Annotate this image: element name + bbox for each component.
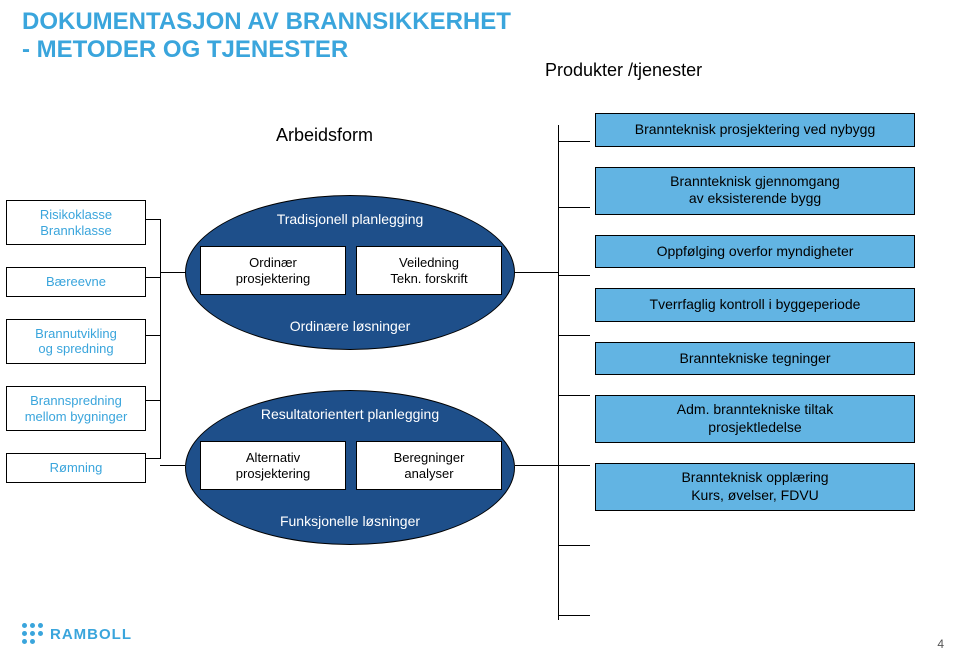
- ellipse-bottom: Resultatorientert planlegging Alternativ…: [185, 390, 515, 545]
- center-connector: [515, 465, 558, 466]
- right-box-1: Brannteknisk gjennomgang av eksisterende…: [595, 167, 915, 215]
- left-connector: [146, 335, 160, 336]
- ellipse-bottom-footer: Funksjonelle løsninger: [186, 513, 514, 529]
- ramboll-logo: RAMBOLL: [22, 623, 132, 645]
- center-connector: [515, 272, 558, 273]
- left-connector: [146, 277, 160, 278]
- logo-dots-icon: [22, 623, 44, 645]
- logo-text: RAMBOLL: [50, 626, 132, 643]
- right-box-4: Branntekniske tegninger: [595, 342, 915, 376]
- right-column: Brannteknisk prosjektering ved nybygg Br…: [595, 113, 915, 531]
- center-group: Tradisjonell planlegging Ordinær prosjek…: [185, 195, 515, 585]
- arbeidsform-label: Arbeidsform: [276, 125, 373, 146]
- right-box-3: Tverrfaglig kontroll i byggeperiode: [595, 288, 915, 322]
- left-box-2: Brannutvikling og spredning: [6, 319, 146, 364]
- bracket-connector: [558, 125, 586, 620]
- right-box-2: Oppfølging overfor myndigheter: [595, 235, 915, 269]
- left-connector: [146, 458, 160, 459]
- ellipse-bottom-left-cell: Alternativ prosjektering: [200, 441, 346, 490]
- title-line2: - METODER OG TJENESTER: [22, 36, 348, 63]
- left-box-4: Rømning: [6, 453, 146, 483]
- left-connector: [146, 219, 160, 220]
- left-connector-vertical: [160, 219, 161, 459]
- left-box-3: Brannspredning mellom bygninger: [6, 386, 146, 431]
- ellipse-top-right-cell: Veiledning Tekn. forskrift: [356, 246, 502, 295]
- ellipse-top-header: Tradisjonell planlegging: [186, 211, 514, 227]
- page-number: 4: [937, 637, 944, 651]
- right-box-6: Brannteknisk opplæring Kurs, øvelser, FD…: [595, 463, 915, 511]
- title-line1: DOKUMENTASJON AV BRANNSIKKERHET: [22, 8, 511, 35]
- left-connector-to-ellipse: [160, 272, 185, 273]
- left-column: Risikoklasse Brannklasse Bæreevne Brannu…: [6, 200, 146, 505]
- page-title: DOKUMENTASJON AV BRANNSIKKERHET - METODE…: [0, 0, 960, 63]
- ellipse-top: Tradisjonell planlegging Ordinær prosjek…: [185, 195, 515, 350]
- right-box-0: Brannteknisk prosjektering ved nybygg: [595, 113, 915, 147]
- left-box-1: Bæreevne: [6, 267, 146, 297]
- subtitle-label: Produkter /tjenester: [545, 60, 702, 81]
- left-connector-to-ellipse: [160, 465, 185, 466]
- left-box-0: Risikoklasse Brannklasse: [6, 200, 146, 245]
- ellipse-bottom-right-cell: Beregninger analyser: [356, 441, 502, 490]
- ellipse-top-footer: Ordinære løsninger: [186, 318, 514, 334]
- ellipse-top-left-cell: Ordinær prosjektering: [200, 246, 346, 295]
- ellipse-bottom-header: Resultatorientert planlegging: [186, 406, 514, 422]
- right-box-5: Adm. branntekniske tiltak prosjektledels…: [595, 395, 915, 443]
- left-connector: [146, 400, 160, 401]
